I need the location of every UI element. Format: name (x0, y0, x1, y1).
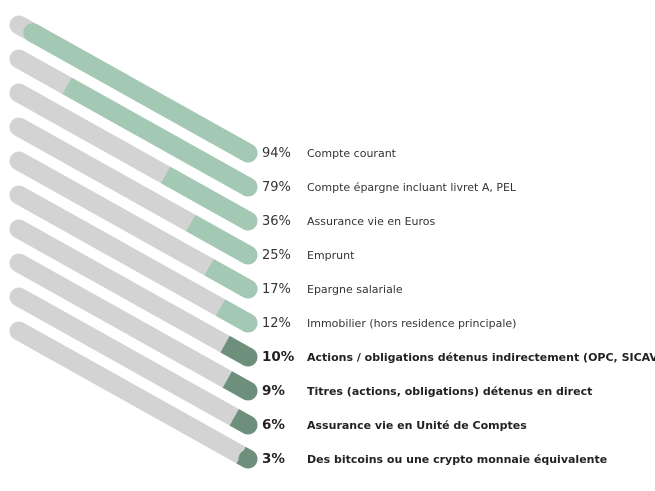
category-label: Compte courant (307, 147, 397, 160)
value-label: 36% (262, 214, 291, 229)
bar-track (9, 253, 258, 401)
bar-fill (62, 77, 253, 196)
category-label: Compte épargne incluant livret A, PEL (307, 181, 517, 194)
value-label: 10% (262, 349, 295, 365)
category-label: Epargne salariale (307, 283, 403, 296)
bar-end-cap (238, 415, 258, 435)
category-label: Des bitcoins ou une crypto monnaie équiv… (307, 453, 607, 466)
bar-track (9, 219, 258, 367)
bar-end-cap (238, 143, 258, 163)
bar-end-cap (238, 245, 258, 265)
value-label: 9% (262, 383, 285, 399)
bar-end-cap (238, 279, 258, 299)
bar-fill (186, 214, 253, 264)
bar-end-cap (238, 347, 258, 367)
category-label: Titres (actions, obligations) détenus en… (307, 385, 592, 398)
labels-group: 94% Compte courant 79% Compte épargne inclu… (262, 146, 655, 467)
category-label: Immobilier (hors residence principale) (307, 317, 516, 330)
bar-end-cap (238, 381, 258, 401)
bars-group (9, 15, 258, 469)
bar-track (9, 185, 258, 333)
category-label: Emprunt (307, 249, 355, 262)
bar-end-cap (238, 211, 258, 231)
category-label: Actions / obligations détenus indirectem… (307, 351, 655, 364)
category-label: Assurance vie en Euros (307, 215, 436, 228)
value-label: 94% (262, 146, 291, 161)
category-label: Assurance vie en Unité de Comptes (307, 419, 527, 432)
value-label: 6% (262, 417, 285, 433)
value-label: 3% (262, 451, 285, 467)
value-label: 25% (262, 248, 291, 263)
bar-end-cap (238, 313, 258, 333)
bar-track (9, 287, 258, 435)
bar-end-cap (238, 177, 258, 197)
bar-end-cap (238, 449, 258, 469)
value-label: 12% (262, 316, 291, 331)
bar-fill (160, 166, 253, 230)
bar-track (9, 321, 258, 469)
bar-fill (23, 23, 258, 163)
value-label: 17% (262, 282, 291, 297)
value-label: 79% (262, 180, 291, 195)
